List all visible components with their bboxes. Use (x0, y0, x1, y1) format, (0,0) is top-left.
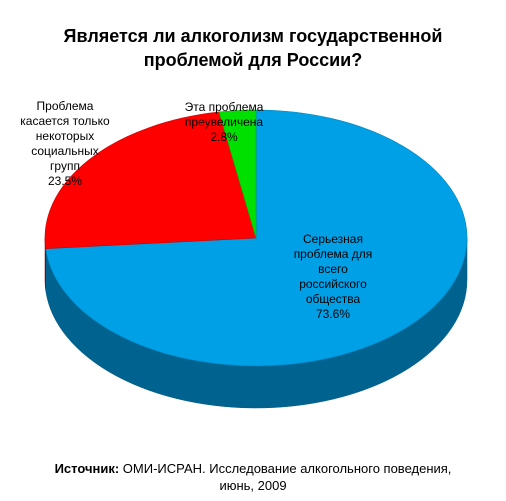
slice-value-label: 73.6% (315, 307, 351, 321)
source-line-2: июнь, 2009 (219, 478, 287, 493)
slice-label-text: всего (318, 262, 348, 276)
slice-label-text: российского (299, 277, 367, 291)
slice-label-text: Серьезная (303, 232, 363, 246)
chart-title-line-2: проблемой для России? (143, 50, 363, 70)
slice-label-text: Эта проблема (184, 100, 264, 114)
slice-label-exaggerated: Эта проблема преувеличена 2.8% (168, 100, 280, 145)
slice-label-text: некоторых (35, 129, 95, 143)
slice-label-text: общества (305, 292, 361, 306)
slice-label-text: проблема для (293, 247, 373, 261)
slice-label-text: Проблема (36, 99, 94, 113)
pie-slice-0 (45, 109, 468, 367)
source-prefix: Источник: (54, 461, 120, 476)
slice-label-social-groups: Проблема касается только некоторых социа… (0, 99, 130, 189)
slice-label-serious: Серьезная проблема для всего российского… (271, 232, 395, 322)
slice-value-label: 23.5% (47, 174, 83, 188)
slice-label-text: преувеличена (184, 115, 264, 129)
slice-value-label: 2.8% (210, 130, 238, 144)
slice-label-text: социальных (31, 144, 99, 158)
slice-label-text: касается только (20, 114, 110, 128)
chart-title-line-1: Является ли алкоголизм государственной (63, 26, 443, 46)
chart-title: Является ли алкоголизм государственной п… (0, 24, 506, 72)
slice-label-text: групп (50, 159, 80, 173)
source-line-1: Источник: ОМИ-ИСРАН. Исследование алкого… (0, 460, 506, 477)
source-text: ОМИ-ИСРАН. Исследование алкогольного пов… (119, 461, 452, 476)
pie-slice-1 (44, 111, 257, 249)
pie-slice-2 (218, 109, 257, 239)
source-note: Источник: ОМИ-ИСРАН. Исследование алкого… (0, 460, 506, 494)
